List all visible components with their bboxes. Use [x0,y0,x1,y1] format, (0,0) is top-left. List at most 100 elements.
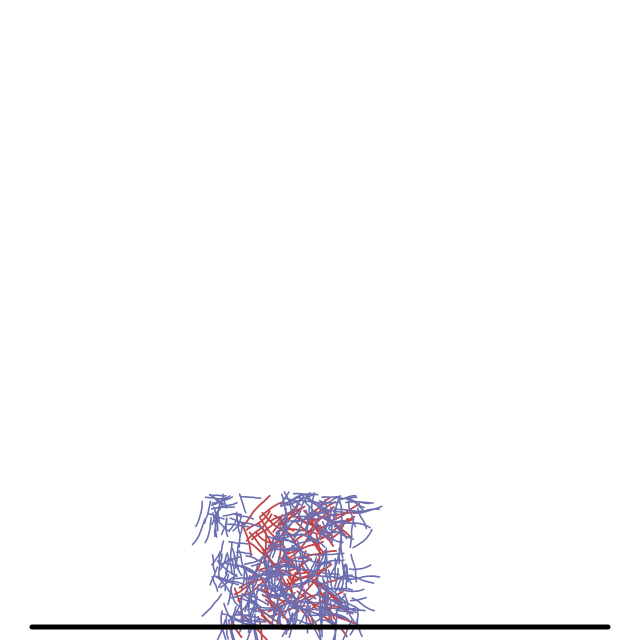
outer-strand [338,596,360,610]
outer-strand [281,564,302,569]
inner-strand [326,518,352,538]
outer-strand [240,565,246,590]
outer-strand [290,501,302,519]
outer-strand [238,493,247,514]
outer-strand [195,500,203,528]
outer-strand [286,493,316,506]
outer-strand [243,555,267,565]
outer-strand [191,518,206,546]
outer-strand [334,498,340,521]
outer-strand [352,508,381,513]
outer-strand [333,521,351,528]
outer-strand [327,569,333,590]
outer-strand [238,550,248,577]
inner-strand [286,529,315,560]
outer-strand [314,552,345,556]
outer-strand [282,595,293,619]
outer-strands [191,491,383,640]
outer-strand [226,552,234,575]
outer-strand [317,605,346,619]
outer-strand [317,514,347,524]
outer-strand [251,562,259,589]
outer-strand [274,564,293,591]
outer-strand [225,517,229,538]
outer-strand [270,567,279,598]
outer-strand [323,549,328,568]
outer-strand [303,509,309,532]
outer-strand [283,511,288,533]
outer-strand [296,496,314,511]
outer-strand [337,494,357,501]
outer-strand [209,566,219,586]
outer-strand [253,609,275,621]
outer-strand [276,548,303,552]
outer-strand [325,519,347,528]
outer-strand [274,564,291,569]
outer-strand [318,500,341,504]
outer-strand [345,564,353,584]
outer-strand [314,574,331,578]
outer-strand [300,588,307,610]
outer-strand [260,542,273,559]
outer-strand [308,585,324,601]
outer-strand [334,588,365,593]
outer-strand [222,513,242,517]
outer-strand [307,556,318,587]
outer-strand [232,513,242,532]
inner-strand [292,524,322,544]
outer-strand [286,598,305,623]
outer-strand [352,499,365,513]
outer-strand [204,517,212,544]
outer-strand [349,596,367,602]
outer-strand [219,573,238,589]
outer-strand [321,521,331,540]
outer-strand [345,498,374,504]
outer-strand [235,551,253,556]
outer-strand [276,595,288,626]
outer-strand [266,588,273,606]
outer-strand [327,587,354,591]
outer-strand [343,593,349,615]
outer-strand [229,541,233,562]
outer-strand [217,498,223,522]
outer-strand [233,595,243,617]
outer-strand [268,535,295,543]
inner-strand [243,494,271,526]
outer-strand [318,595,335,602]
outer-strand [216,619,227,640]
outer-strand [264,573,293,580]
outer-strand [328,554,340,579]
outer-strand [347,500,357,528]
outer-strand [230,617,236,640]
outer-strand [283,491,295,519]
outer-strand [287,600,310,614]
outer-strand [335,609,354,614]
outer-strand [334,508,356,512]
outer-strand [246,606,272,612]
outer-strand [231,559,236,576]
outer-strand [291,580,313,586]
inner-strand [269,511,292,522]
outer-strand [261,584,278,593]
inner-strand [245,513,273,542]
outer-strand [267,592,296,599]
outer-strand [218,540,225,565]
outer-strand [284,507,289,538]
outer-strand [211,551,221,566]
outer-strand [322,593,347,612]
outer-strand [218,556,241,566]
inner-strand [240,522,252,557]
outer-strand [283,539,313,553]
outer-strand [306,601,332,605]
outer-strand [351,597,376,612]
outer-strand [352,528,373,549]
outer-strand [276,594,282,626]
outer-strand [233,554,243,577]
outer-strand [240,495,262,499]
outer-strand [318,606,323,638]
outer-strand [225,557,230,575]
outer-strand [262,569,290,574]
tangled-strand-cluster [191,491,383,640]
outer-strand [201,593,223,617]
